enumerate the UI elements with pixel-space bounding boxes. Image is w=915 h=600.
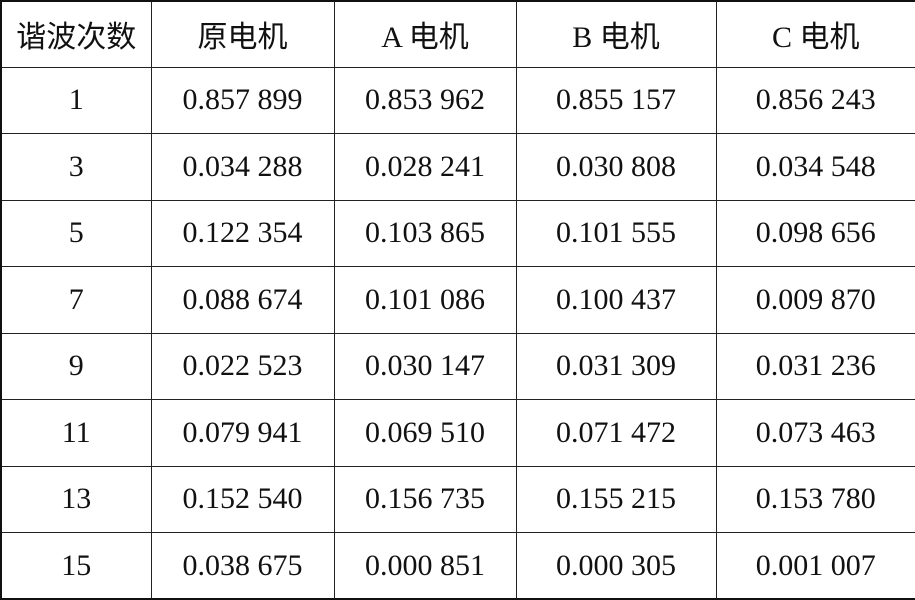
value-cell: 0.155 215 — [515, 465, 717, 533]
table-row: 9 0.022 523 0.030 147 0.031 309 0.031 236 — [0, 332, 915, 400]
value-cell: 0.000 851 — [333, 532, 517, 600]
value-cell: 0.088 674 — [150, 266, 335, 334]
table-row: 11 0.079 941 0.069 510 0.071 472 0.073 463 — [0, 399, 915, 467]
value-cell: 0.001 007 — [715, 532, 915, 600]
table-row: 5 0.122 354 0.103 865 0.101 555 0.098 656 — [0, 199, 915, 267]
order-cell: 7 — [0, 266, 152, 334]
value-cell: 0.100 437 — [515, 266, 717, 334]
order-cell: 13 — [0, 465, 152, 533]
value-cell: 0.034 288 — [150, 133, 335, 201]
value-cell: 0.071 472 — [515, 399, 717, 467]
order-cell: 15 — [0, 532, 152, 600]
order-cell: 3 — [0, 133, 152, 201]
value-cell: 0.122 354 — [150, 199, 335, 267]
value-cell: 0.000 305 — [515, 532, 717, 600]
order-cell: 9 — [0, 332, 152, 400]
value-cell: 0.030 808 — [515, 133, 717, 201]
table-row: 15 0.038 675 0.000 851 0.000 305 0.001 007 — [0, 532, 915, 600]
value-cell: 0.855 157 — [515, 66, 717, 134]
value-cell: 0.153 780 — [715, 465, 915, 533]
value-cell: 0.101 555 — [515, 199, 717, 267]
value-cell: 0.098 656 — [715, 199, 915, 267]
value-cell: 0.030 147 — [333, 332, 517, 400]
value-cell: 0.101 086 — [333, 266, 517, 334]
table-row: 1 0.857 899 0.853 962 0.855 157 0.856 243 — [0, 66, 915, 134]
header-cell: B 电机 — [515, 0, 717, 68]
order-cell: 11 — [0, 399, 152, 467]
order-cell: 1 — [0, 66, 152, 134]
order-cell: 5 — [0, 199, 152, 267]
value-cell: 0.073 463 — [715, 399, 915, 467]
table-row: 13 0.152 540 0.156 735 0.155 215 0.153 780 — [0, 465, 915, 533]
value-cell: 0.152 540 — [150, 465, 335, 533]
value-cell: 0.856 243 — [715, 66, 915, 134]
value-cell: 0.079 941 — [150, 399, 335, 467]
value-cell: 0.034 548 — [715, 133, 915, 201]
value-cell: 0.031 236 — [715, 332, 915, 400]
value-cell: 0.853 962 — [333, 66, 517, 134]
value-cell: 0.069 510 — [333, 399, 517, 467]
header-cell: 谐波次数 — [0, 0, 152, 68]
value-cell: 0.009 870 — [715, 266, 915, 334]
table-row: 3 0.034 288 0.028 241 0.030 808 0.034 548 — [0, 133, 915, 201]
value-cell: 0.028 241 — [333, 133, 517, 201]
table-row: 7 0.088 674 0.101 086 0.100 437 0.009 870 — [0, 266, 915, 334]
header-cell: 原电机 — [150, 0, 335, 68]
value-cell: 0.031 309 — [515, 332, 717, 400]
header-row: 谐波次数 原电机 A 电机 B 电机 C 电机 — [0, 0, 915, 68]
value-cell: 0.022 523 — [150, 332, 335, 400]
value-cell: 0.103 865 — [333, 199, 517, 267]
value-cell: 0.038 675 — [150, 532, 335, 600]
value-cell: 0.156 735 — [333, 465, 517, 533]
header-cell: A 电机 — [333, 0, 517, 68]
header-cell: C 电机 — [715, 0, 915, 68]
value-cell: 0.857 899 — [150, 66, 335, 134]
